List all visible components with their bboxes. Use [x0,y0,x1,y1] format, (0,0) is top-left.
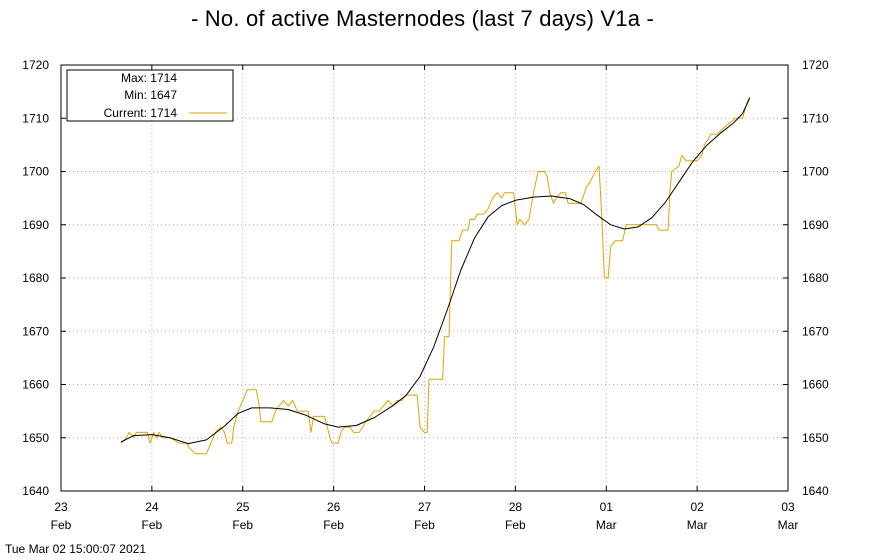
x-tick-month-label: Feb [142,518,163,532]
legend-min: Min: 1647 [124,88,177,102]
x-tick-month-label: Mar [596,518,617,532]
series-line-current [120,96,751,455]
x-tick-day-label: 24 [145,500,159,514]
y-tick-label: 1720 [22,58,49,72]
x-tick-month-label: Feb [505,518,526,532]
x-tick-day-label: 28 [509,500,523,514]
y-tick-label-right: 1660 [802,378,829,392]
x-tick-day-label: 26 [327,500,341,514]
y-tick-label: 1660 [22,378,49,392]
legend-current: Current: 1714 [104,106,178,120]
x-tick-month-label: Mar [687,518,708,532]
x-tick-day-label: 03 [781,500,795,514]
y-tick-label-right: 1640 [802,484,829,498]
y-tick-label-right: 1700 [802,165,829,179]
y-tick-label-right: 1690 [802,218,829,232]
y-tick-label-right: 1710 [802,111,829,125]
y-tick-label: 1640 [22,484,49,498]
x-tick-month-label: Mar [778,518,799,532]
x-tick-month-label: Feb [51,518,72,532]
y-tick-label-right: 1720 [802,58,829,72]
x-tick-day-label: 23 [54,500,68,514]
grid-lines [61,65,788,491]
y-tick-label-right: 1680 [802,271,829,285]
x-tick-day-label: 01 [600,500,614,514]
y-tick-label: 1650 [22,431,49,445]
x-tick-month-label: Feb [323,518,344,532]
y-tick-label-right: 1670 [802,324,829,338]
footer-timestamp: Tue Mar 02 15:00:07 2021 [5,542,146,556]
y-tick-label: 1680 [22,271,49,285]
series-line-smoothed [120,97,751,445]
x-tick-month-label: Feb [232,518,253,532]
x-tick-day-label: 02 [690,500,704,514]
y-tick-label: 1670 [22,324,49,338]
axis-ticks: 1640 1640 1650 1650 1660 1660 1670 1670 1680 1680… [22,58,829,532]
legend-max: Max: 1714 [121,71,177,85]
chart-title: - No. of active Masternodes (last 7 days… [190,6,655,31]
legend: Max: 1714 Min: 1647 Current: 1714 [66,69,234,122]
y-tick-label: 1710 [22,111,49,125]
x-tick-day-label: 25 [236,500,250,514]
y-tick-label: 1690 [22,218,49,232]
y-tick-label: 1700 [22,165,49,179]
x-tick-day-label: 27 [418,500,432,514]
x-tick-month-label: Feb [414,518,435,532]
y-tick-label-right: 1650 [802,431,829,445]
series-lines [120,96,751,455]
